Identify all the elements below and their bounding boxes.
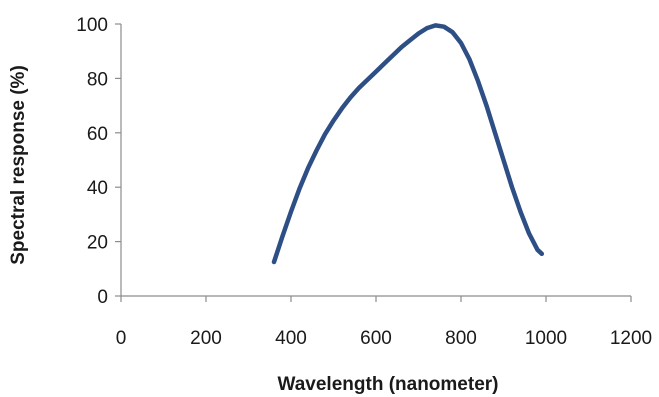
y-axis-title: Spectral response (%) <box>8 65 29 265</box>
y-tick-label: 80 <box>87 69 108 90</box>
x-axis-ticks: 0 200 400 600 800 1000 1200 <box>116 296 652 349</box>
x-tick-label: 200 <box>190 328 222 349</box>
y-tick-label: 40 <box>87 178 108 199</box>
x-tick-label: 600 <box>360 328 392 349</box>
series-layer <box>271 23 545 265</box>
series-line <box>271 23 545 265</box>
y-tick-label: 20 <box>87 233 108 254</box>
x-axis-title: Wavelength (nanometer) <box>278 374 499 395</box>
x-tick-label: 1200 <box>610 328 652 349</box>
y-axis-ticks: 0 20 40 60 80 100 <box>76 15 121 308</box>
y-tick-label: 60 <box>87 124 108 145</box>
x-tick-label: 1000 <box>525 328 567 349</box>
x-tick-label: 800 <box>445 328 477 349</box>
y-tick-label: 0 <box>97 287 108 308</box>
y-tick-label: 100 <box>76 15 108 36</box>
x-tick-label: 400 <box>275 328 307 349</box>
x-tick-label: 0 <box>116 328 127 349</box>
